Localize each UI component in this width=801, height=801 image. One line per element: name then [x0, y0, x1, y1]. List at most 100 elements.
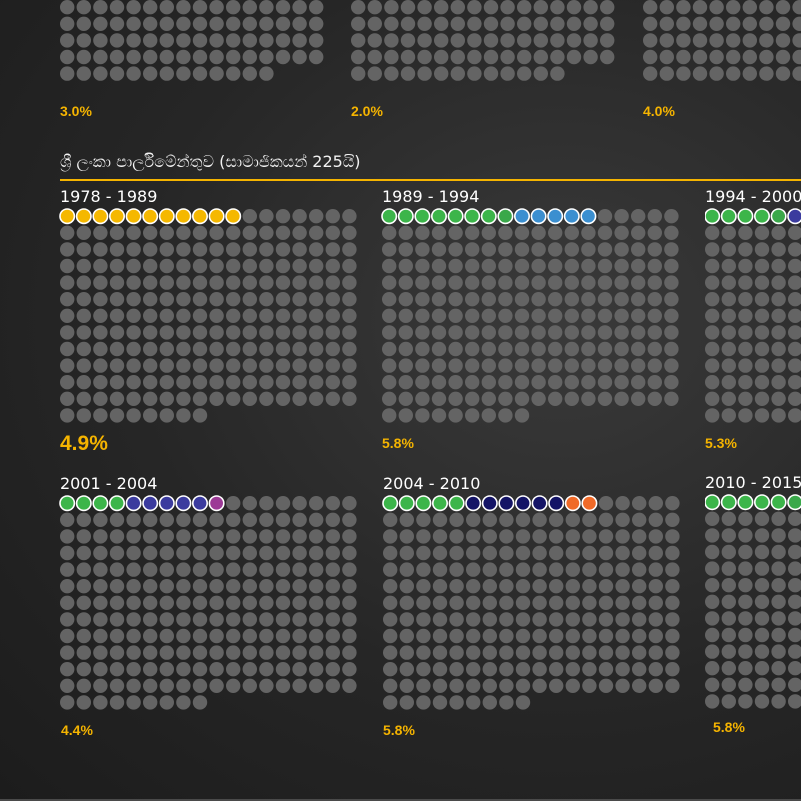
- seat: [692, 66, 708, 81]
- seat: [726, 0, 741, 15]
- seat-highlighted: [465, 495, 482, 512]
- seat: [754, 694, 770, 709]
- seat: [93, 529, 108, 544]
- seat: [631, 325, 646, 340]
- seat: [383, 512, 398, 527]
- seat: [598, 562, 614, 577]
- seat: [259, 662, 274, 677]
- seat: [126, 16, 141, 31]
- waffle-panel-top-1: 3.0%: [60, 0, 350, 130]
- seat: [399, 529, 414, 544]
- seat: [259, 595, 274, 610]
- seat: [209, 308, 224, 323]
- seat: [792, 49, 801, 65]
- waffle-dots: [381, 208, 679, 423]
- seat: [309, 258, 324, 274]
- seat: [126, 545, 141, 561]
- seat: [632, 662, 647, 677]
- seat: [143, 325, 158, 340]
- seat: [467, 33, 482, 48]
- seat-highlighted: [548, 495, 565, 512]
- seat-highlighted: [75, 495, 92, 512]
- seat: [126, 529, 141, 544]
- seat: [383, 678, 398, 693]
- seat: [382, 341, 397, 357]
- seat: [432, 662, 448, 677]
- seat: [515, 678, 531, 693]
- seat: [342, 325, 357, 340]
- seat: [309, 545, 324, 561]
- seat: [399, 512, 414, 527]
- seat: [515, 595, 531, 610]
- seat: [582, 512, 597, 527]
- seat: [275, 512, 291, 527]
- seat: [351, 16, 366, 31]
- seat: [709, 49, 724, 65]
- seat: [242, 49, 257, 65]
- seat: [76, 562, 91, 577]
- seat: [597, 375, 613, 390]
- seat: [209, 662, 224, 677]
- seat: [242, 66, 257, 81]
- seat: [705, 292, 720, 307]
- seat: [399, 628, 414, 644]
- seat: [325, 678, 340, 693]
- seat: [242, 645, 257, 660]
- seat: [242, 579, 257, 594]
- seat: [615, 496, 630, 511]
- seat: [615, 628, 630, 644]
- seat: [126, 579, 141, 594]
- seat: [582, 562, 597, 577]
- seat: [665, 529, 680, 544]
- seat: [226, 529, 241, 544]
- seat: [466, 529, 481, 544]
- seat: [416, 595, 431, 610]
- seat: [342, 242, 357, 257]
- seat: [532, 595, 547, 610]
- seat: [176, 375, 191, 390]
- seat: [275, 496, 291, 511]
- seat: [60, 275, 75, 290]
- seat: [450, 0, 465, 15]
- seat: [382, 325, 397, 340]
- seat: [226, 225, 241, 240]
- seat: [143, 66, 158, 81]
- seat: [514, 308, 530, 323]
- seat: [93, 375, 108, 390]
- seat: [754, 594, 770, 609]
- seat: [309, 358, 324, 373]
- seat: [176, 562, 191, 577]
- seat: [93, 0, 108, 15]
- seat: [771, 375, 786, 390]
- seat: [242, 496, 257, 511]
- seat: [309, 529, 324, 544]
- seat: [614, 242, 629, 257]
- seat: [384, 33, 399, 48]
- seat: [109, 512, 125, 527]
- seat: [126, 258, 141, 274]
- seat: [342, 662, 357, 677]
- seat: [515, 695, 531, 710]
- seat: [705, 578, 720, 593]
- seat: [738, 391, 753, 406]
- seat: [676, 33, 691, 48]
- seat: [192, 0, 208, 15]
- seat: [275, 545, 291, 561]
- percentage-label: 5.8%: [383, 722, 415, 738]
- seat: [648, 579, 663, 594]
- seat: [709, 0, 724, 15]
- seat: [109, 408, 125, 423]
- seat: [598, 628, 614, 644]
- seat: [399, 562, 414, 577]
- seat: [176, 16, 191, 31]
- seat: [771, 225, 786, 240]
- seat: [143, 562, 158, 577]
- waffle-dots: [59, 208, 357, 423]
- seat: [788, 408, 801, 423]
- seat: [325, 562, 340, 577]
- seat: [500, 16, 515, 31]
- seat: [226, 358, 241, 373]
- seat: [415, 292, 430, 307]
- seat: [226, 662, 241, 677]
- seat: [93, 16, 108, 31]
